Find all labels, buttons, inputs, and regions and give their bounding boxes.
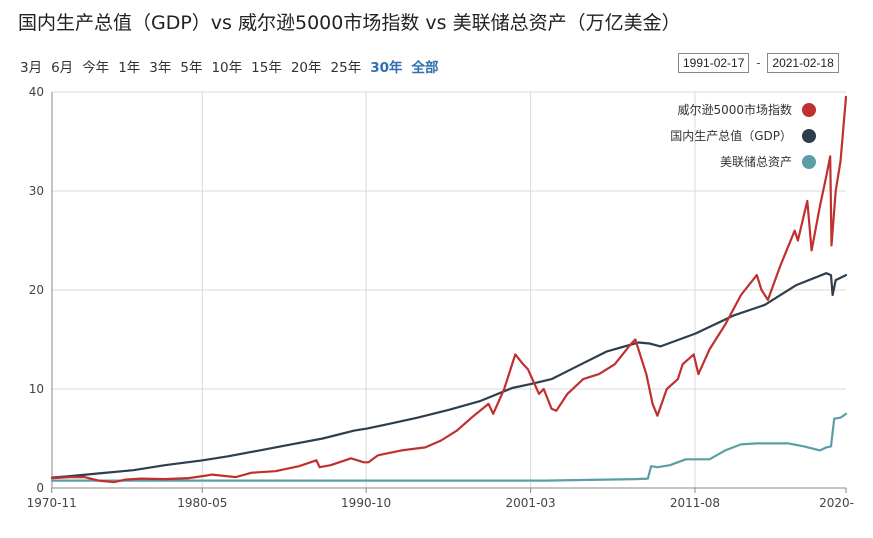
series-line-0 [50,95,848,484]
range-button-9[interactable]: 25年 [330,60,362,76]
y-tick-label-3: 30 [29,184,44,198]
legend-marker-2 [802,155,816,169]
x-tick-label-2: 1990-10 [341,496,391,510]
legend-marker-0 [802,103,816,117]
x-tick-label-5: 2020- [819,496,854,510]
y-tick-label-2: 20 [29,283,44,297]
y-tick-label-1: 10 [29,382,44,396]
legend-label-0: 威尔逊5000市场指数 [677,102,792,117]
date-separator: - [756,56,761,70]
range-button-8[interactable]: 20年 [290,60,322,76]
x-tick-label-0: 1970-11 [27,496,77,510]
range-button-10[interactable]: 30年 [370,60,403,76]
y-tick-label-4: 40 [29,85,44,99]
range-button-2[interactable]: 今年 [82,60,110,76]
range-button-5[interactable]: 5年 [180,60,203,76]
date-range-picker: 1991-02-17 - 2021-02-18 [678,53,839,73]
x-tick-label-1: 1980-05 [177,496,227,510]
date-from-input[interactable]: 1991-02-17 [678,53,750,73]
legend-label-1: 国内生产总值（GDP） [670,128,792,143]
y-tick-label-0: 0 [36,481,44,495]
legend-marker-1 [802,129,816,143]
legend-label-2: 美联储总资产 [720,154,792,169]
range-button-0[interactable]: 3月 [20,60,43,76]
range-selector: 3月 6月 今年 1年 3年 5年 10年 15年 20年 25年 30年 全部 [20,56,448,76]
range-button-6[interactable]: 10年 [211,60,243,76]
date-to-input[interactable]: 2021-02-18 [767,53,839,73]
x-tick-label-4: 2011-08 [670,496,720,510]
range-button-4[interactable]: 3年 [149,60,172,76]
range-button-11[interactable]: 全部 [411,60,439,76]
x-tick-label-3: 2001-03 [506,496,556,510]
range-button-3[interactable]: 1年 [118,60,141,76]
chart-title: 国内生产总值（GDP）vs 威尔逊5000市场指数 vs 美联储总资产（万亿美金… [18,12,681,34]
series-line-2 [50,412,848,482]
range-button-1[interactable]: 6月 [51,60,74,76]
range-button-7[interactable]: 15年 [251,60,282,76]
series-line-1 [50,272,848,479]
